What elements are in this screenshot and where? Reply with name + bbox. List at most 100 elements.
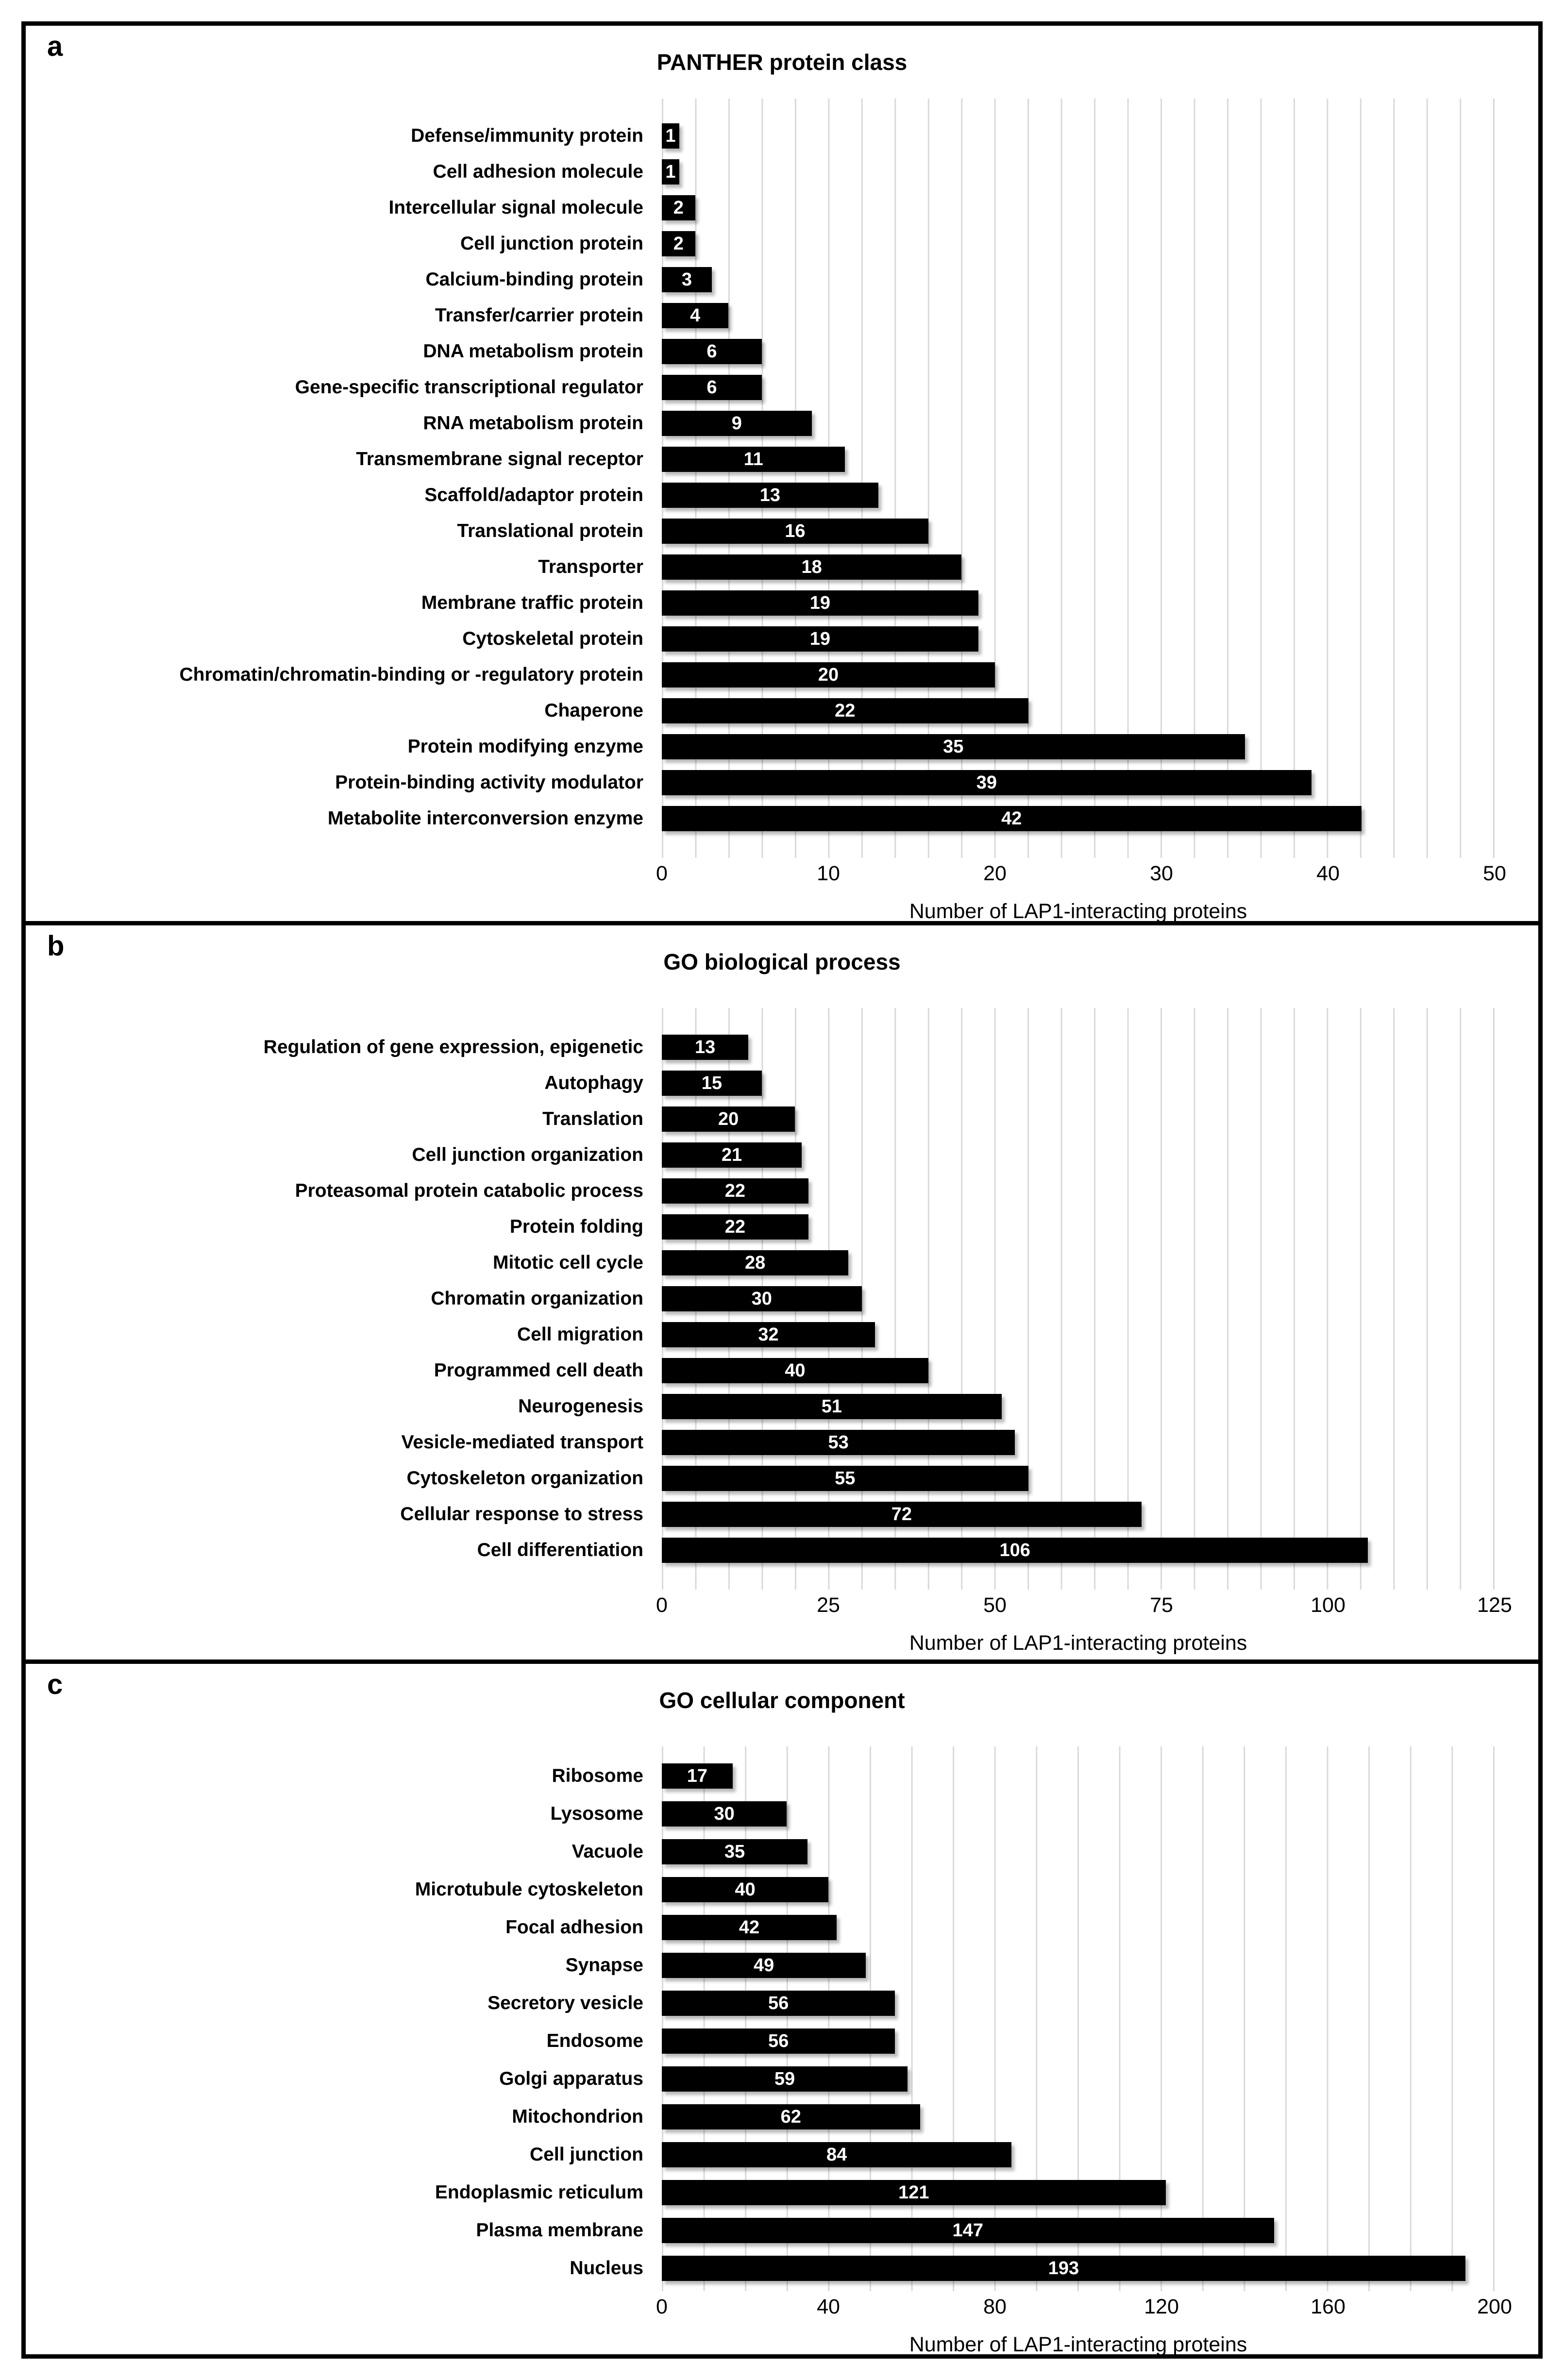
- bar-track: 30: [662, 1286, 1495, 1311]
- bar-row: Intercellular signal molecule 2: [26, 190, 1495, 226]
- plot-area: Defense/immunity protein 1 Cell adhesion m…: [26, 99, 1538, 858]
- bar-row: Cell differentiation 106: [26, 1532, 1495, 1568]
- bar-row: Endosome 56: [26, 2022, 1495, 2060]
- bar-row: Translation 20: [26, 1101, 1495, 1137]
- bar: 55: [662, 1466, 1028, 1491]
- bar-track: 1: [662, 123, 1495, 149]
- category-label: Proteasomal protein catabolic process: [295, 1180, 643, 1201]
- x-axis-tick-label: 80: [983, 2295, 1007, 2318]
- bar-row: Chromatin/chromatin-binding or -regulato…: [26, 657, 1495, 693]
- x-axis-tick-label: 0: [656, 1593, 668, 1617]
- bar-track: 62: [662, 2104, 1495, 2129]
- category-label: Nucleus: [570, 2257, 643, 2279]
- bar-row: Cytoskeletal protein 19: [26, 621, 1495, 657]
- bar-track: 28: [662, 1250, 1495, 1275]
- bar-track: 72: [662, 1502, 1495, 1527]
- bar-row: Endoplasmic reticulum 121: [26, 2174, 1495, 2212]
- x-axis-tick-label: 125: [1477, 1593, 1512, 1617]
- bar-value-label: 18: [801, 556, 822, 577]
- bar-track: 20: [662, 662, 1495, 687]
- bar-row: Transporter 18: [26, 549, 1495, 585]
- bar-row: Vesicle-mediated transport 53: [26, 1425, 1495, 1460]
- bar-row: Neurogenesis 51: [26, 1389, 1495, 1425]
- category-label: Transfer/carrier protein: [435, 304, 643, 326]
- bar-value-label: 4: [690, 305, 701, 326]
- bar: 4: [662, 303, 729, 328]
- bar-row: Nucleus 193: [26, 2249, 1495, 2287]
- bar-value-label: 9: [731, 413, 742, 434]
- x-axis-tick-label: 0: [656, 862, 668, 885]
- panel-title: PANTHER protein class: [656, 50, 908, 75]
- panel-header: a PANTHER protein class: [26, 26, 1538, 99]
- bar: 11: [662, 447, 845, 472]
- bar: 72: [662, 1502, 1142, 1527]
- bar-row: Mitochondrion 62: [26, 2098, 1495, 2136]
- category-label: Chromatin/chromatin-binding or -regulato…: [179, 664, 644, 685]
- bar: 40: [662, 1877, 828, 1902]
- category-label: Gene-specific transcriptional regulator: [295, 376, 643, 398]
- bar-track: 55: [662, 1466, 1495, 1491]
- x-axis: 0 25 50 75 100 125: [656, 1593, 1512, 1625]
- bar-row: Cell adhesion molecule 1: [26, 154, 1495, 190]
- bar-row: Defense/immunity protein 1: [26, 118, 1495, 154]
- bar-value-label: 56: [768, 1993, 789, 2013]
- bar-row: Programmed cell death 40: [26, 1353, 1495, 1389]
- bar-row: Plasma membrane 147: [26, 2212, 1495, 2249]
- bar-track: 121: [662, 2180, 1495, 2205]
- category-label: Translational protein: [457, 520, 643, 541]
- category-label: Secretory vesicle: [488, 1992, 643, 2013]
- bar-track: 9: [662, 411, 1495, 436]
- bar-row: Cellular response to stress 72: [26, 1496, 1495, 1532]
- bar: 51: [662, 1394, 1002, 1419]
- bar: 1: [662, 123, 679, 149]
- bar-row: Focal adhesion 42: [26, 1909, 1495, 1946]
- bar-row: Golgi apparatus 59: [26, 2060, 1495, 2098]
- bar: 40: [662, 1358, 928, 1383]
- x-axis-tick-label: 20: [983, 862, 1007, 885]
- category-label: Protein-binding activity modulator: [335, 771, 643, 793]
- category-label: RNA metabolism protein: [423, 412, 643, 434]
- bar-value-label: 56: [768, 2030, 789, 2051]
- bar-value-label: 6: [706, 377, 717, 398]
- category-label: Transmembrane signal receptor: [356, 448, 643, 469]
- bar-value-label: 30: [751, 1288, 772, 1309]
- category-label: Mitochondrion: [512, 2106, 643, 2127]
- bar: 30: [662, 1801, 787, 1827]
- bar-row: Vacuole 35: [26, 1833, 1495, 1871]
- category-label: Focal adhesion: [505, 1916, 643, 1938]
- panel-title: GO biological process: [663, 949, 901, 974]
- panel-b: b GO biological process Regulation of ge…: [21, 921, 1543, 1664]
- bar-track: 3: [662, 267, 1495, 292]
- panel-header: b GO biological process: [26, 925, 1538, 1008]
- bar-row: Cell junction organization 21: [26, 1137, 1495, 1173]
- bar-value-label: 59: [774, 2068, 795, 2089]
- bar-value-label: 22: [724, 1216, 746, 1237]
- bar-row: Proteasomal protein catabolic process 22: [26, 1173, 1495, 1209]
- category-label: Calcium-binding protein: [425, 268, 643, 290]
- bar: 3: [662, 267, 712, 292]
- bar-track: 40: [662, 1358, 1495, 1383]
- x-axis-tick-label: 120: [1144, 2295, 1179, 2318]
- bar-row: Secretory vesicle 56: [26, 1984, 1495, 2022]
- bar-row: Cell junction protein 2: [26, 226, 1495, 262]
- bar-track: 193: [662, 2256, 1495, 2281]
- bar-row: DNA metabolism protein 6: [26, 334, 1495, 369]
- bar-row: Transfer/carrier protein 4: [26, 298, 1495, 334]
- bar-track: 49: [662, 1953, 1495, 1978]
- bar-value-label: 13: [759, 485, 781, 505]
- bar: 53: [662, 1430, 1015, 1455]
- bar-value-label: 55: [835, 1468, 856, 1489]
- bar-row: Autophagy 15: [26, 1065, 1495, 1101]
- x-axis-tick-label: 40: [1316, 862, 1340, 885]
- bar-value-label: 20: [718, 1108, 739, 1129]
- bar-row: RNA metabolism protein 9: [26, 405, 1495, 441]
- bar-row: Transmembrane signal receptor 11: [26, 441, 1495, 477]
- category-label: Programmed cell death: [434, 1359, 643, 1381]
- bar-value-label: 2: [673, 197, 684, 218]
- category-label: Transporter: [538, 556, 643, 577]
- bar-track: 13: [662, 1035, 1495, 1060]
- bar-track: 2: [662, 195, 1495, 220]
- bar-row: Chaperone 22: [26, 693, 1495, 729]
- plot-area: Regulation of gene expression, epigeneti…: [26, 1008, 1538, 1590]
- bar-value-label: 72: [891, 1504, 912, 1525]
